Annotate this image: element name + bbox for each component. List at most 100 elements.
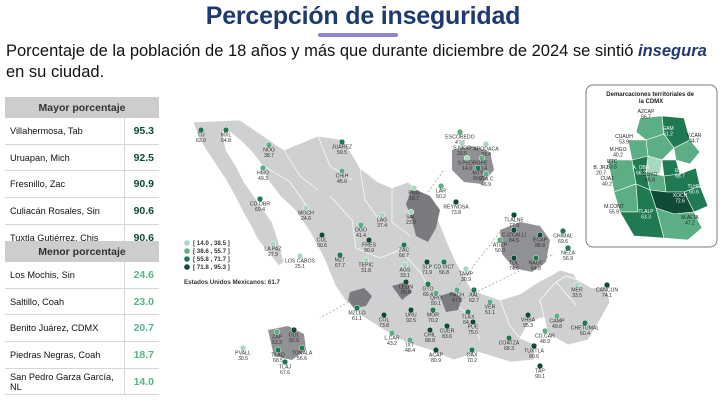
city-label: LAR 50.2 [436, 189, 446, 201]
city-dot [432, 346, 440, 354]
city-marker: APODACA 33.4 [473, 140, 499, 159]
city-label: TLALNE 77.9 [504, 218, 524, 230]
city-value: 20.7 [124, 314, 159, 343]
city-name: Benito Juárez, CDMX [5, 314, 125, 343]
city-marker: SAL 23.0 [406, 208, 416, 226]
city-dot [296, 252, 304, 260]
yucatan-peninsula [539, 275, 611, 346]
city-label: CD.VICT 56.8 [434, 265, 456, 277]
city-label: APODACA 33.4 [473, 147, 499, 159]
legend-swatch [184, 264, 190, 270]
city-label: NOG 38.7 [263, 148, 275, 160]
city-marker: TONALA 56.6 [292, 344, 313, 362]
city-label: CANCUN 74.1 [596, 288, 618, 300]
city-dot [486, 298, 494, 306]
city-marker: TUXTLA 90.6 [524, 342, 544, 360]
city-label: IXT 48.4 [405, 343, 415, 355]
city-dot [564, 244, 572, 252]
city-label: TLAJ 67.6 [279, 365, 292, 377]
city-marker: MZLLO 61.1 [348, 304, 366, 322]
city-label: ZAP 53.3 [272, 335, 283, 347]
city-label: MOR 70.2 [427, 313, 439, 325]
city-label: MTY 60.2 [473, 171, 484, 183]
city-label: LA PAZ 27.9 [264, 247, 281, 259]
city-marker: IXT 48.4 [405, 336, 415, 355]
city-marker: ZAP 53.3 [272, 328, 283, 347]
city-dot [530, 342, 538, 350]
city-label: CHIL 88.8 [424, 333, 436, 345]
city-label: NEZA 56.9 [561, 251, 575, 263]
city-label: PNG 18.7 [408, 191, 419, 203]
city-dot [407, 306, 415, 314]
legend-range: [ 71.8 , 95.3 ] [193, 264, 230, 271]
city-dot [456, 128, 464, 136]
city-label: HMO 49.3 [257, 171, 269, 183]
borough-label: AZCAP 56.7 [638, 109, 655, 121]
city-label: CUER 83.6 [440, 329, 455, 341]
city-dot [274, 346, 282, 354]
city-value: 23.0 [124, 288, 159, 316]
city-label: TOL 74.6 [509, 261, 519, 273]
city-marker: TLAJ 67.6 [279, 358, 292, 377]
table-heading: Menor porcentaje [5, 241, 159, 262]
city-label: S.PEDR 14.0 [457, 161, 477, 173]
city-dot [298, 344, 306, 352]
city-label: PVALL 30.5 [235, 351, 251, 363]
city-label: VER 51.1 [485, 305, 496, 317]
city-dot [532, 254, 540, 262]
city-dot [505, 334, 513, 342]
legend-swatch [184, 256, 190, 262]
city-marker: AGS 33.1 [400, 261, 411, 279]
legend-range: [ 55.8 , 71.7 ] [193, 256, 230, 263]
cdmx-inset-title: Demarcaciones territoriales de la CDMX [606, 92, 695, 105]
city-dot [469, 318, 477, 326]
mexico-map: Demarcaciones territoriales de la CDMX A… [184, 84, 718, 380]
page-title: Percepción de inseguridad [205, 2, 521, 30]
city-value: 92.5 [124, 144, 159, 172]
highest-percentage-table: Mayor porcentaje Villahermosa, Tab 95.3 U… [5, 97, 159, 252]
city-marker: CUL 90.6 [317, 231, 327, 249]
table-row: Villahermosa, Tab 95.3 [5, 118, 159, 145]
city-marker: SLP 71.9 [422, 258, 432, 276]
subtitle-text: Porcentaje de la población de 18 años y … [6, 42, 634, 60]
legend: [ 14.0 , 38.5 ][ 38.6 , 55.7 ][ 55.8 , 7… [184, 240, 280, 286]
city-dot [281, 358, 289, 366]
city-marker: CHIL 88.8 [424, 326, 436, 345]
city-label: L.CAR 43.2 [384, 336, 400, 348]
city-marker: FRES 90.9 [362, 236, 376, 254]
city-marker: MOR 70.2 [427, 306, 439, 325]
city-label: DGO 41.4 [355, 228, 367, 240]
city-marker: CANCUN 74.1 [596, 281, 618, 300]
borough-label: M.HGO 40.2 [610, 147, 627, 159]
city-dot [402, 278, 410, 286]
city-value: 95.3 [124, 118, 159, 145]
city-label: CHETUMAL 60.4 [571, 326, 600, 338]
city-dot [482, 140, 490, 148]
city-dot [259, 164, 267, 172]
valle-mexico-metro-region [440, 292, 462, 312]
city-marker: MOCH 24.6 [298, 204, 314, 222]
subtitle-emphasis: insegura [638, 42, 707, 60]
city-marker: HMO 49.3 [257, 164, 269, 183]
city-marker: COATZA 68.3 [499, 334, 520, 352]
city-dot [407, 208, 415, 216]
city-marker: PUE 75.5 [468, 318, 479, 336]
city-dot [470, 286, 478, 294]
city-dot [452, 198, 460, 206]
city-name: Fresnillo, Zac [5, 170, 125, 199]
borough-label: M.CONT 55.9 [604, 204, 624, 216]
table-row: Benito Juárez, CDMX 20.7 [5, 314, 159, 343]
city-label: XAL 62.7 [469, 293, 479, 305]
city-marker: TAMP 30.9 [459, 265, 474, 283]
borough-label: TLHC 60.6 [687, 184, 700, 196]
city-name: San Pedro Garza García, NL [5, 368, 125, 396]
city-label: CHIH 45.6 [336, 174, 349, 186]
city-label: CD.CAR 48.9 [535, 334, 555, 346]
city-dot [536, 231, 544, 239]
city-marker: CUER 83.6 [440, 322, 455, 341]
city-marker: GPE 50.4 [477, 154, 488, 172]
city-marker: ZAC 68.7 [399, 241, 409, 259]
city-label: ACAP 80.9 [429, 353, 444, 365]
table-row: Saltillo, Coah 23.0 [5, 288, 159, 316]
city-marker: CD.OBR 69.4 [250, 195, 270, 213]
